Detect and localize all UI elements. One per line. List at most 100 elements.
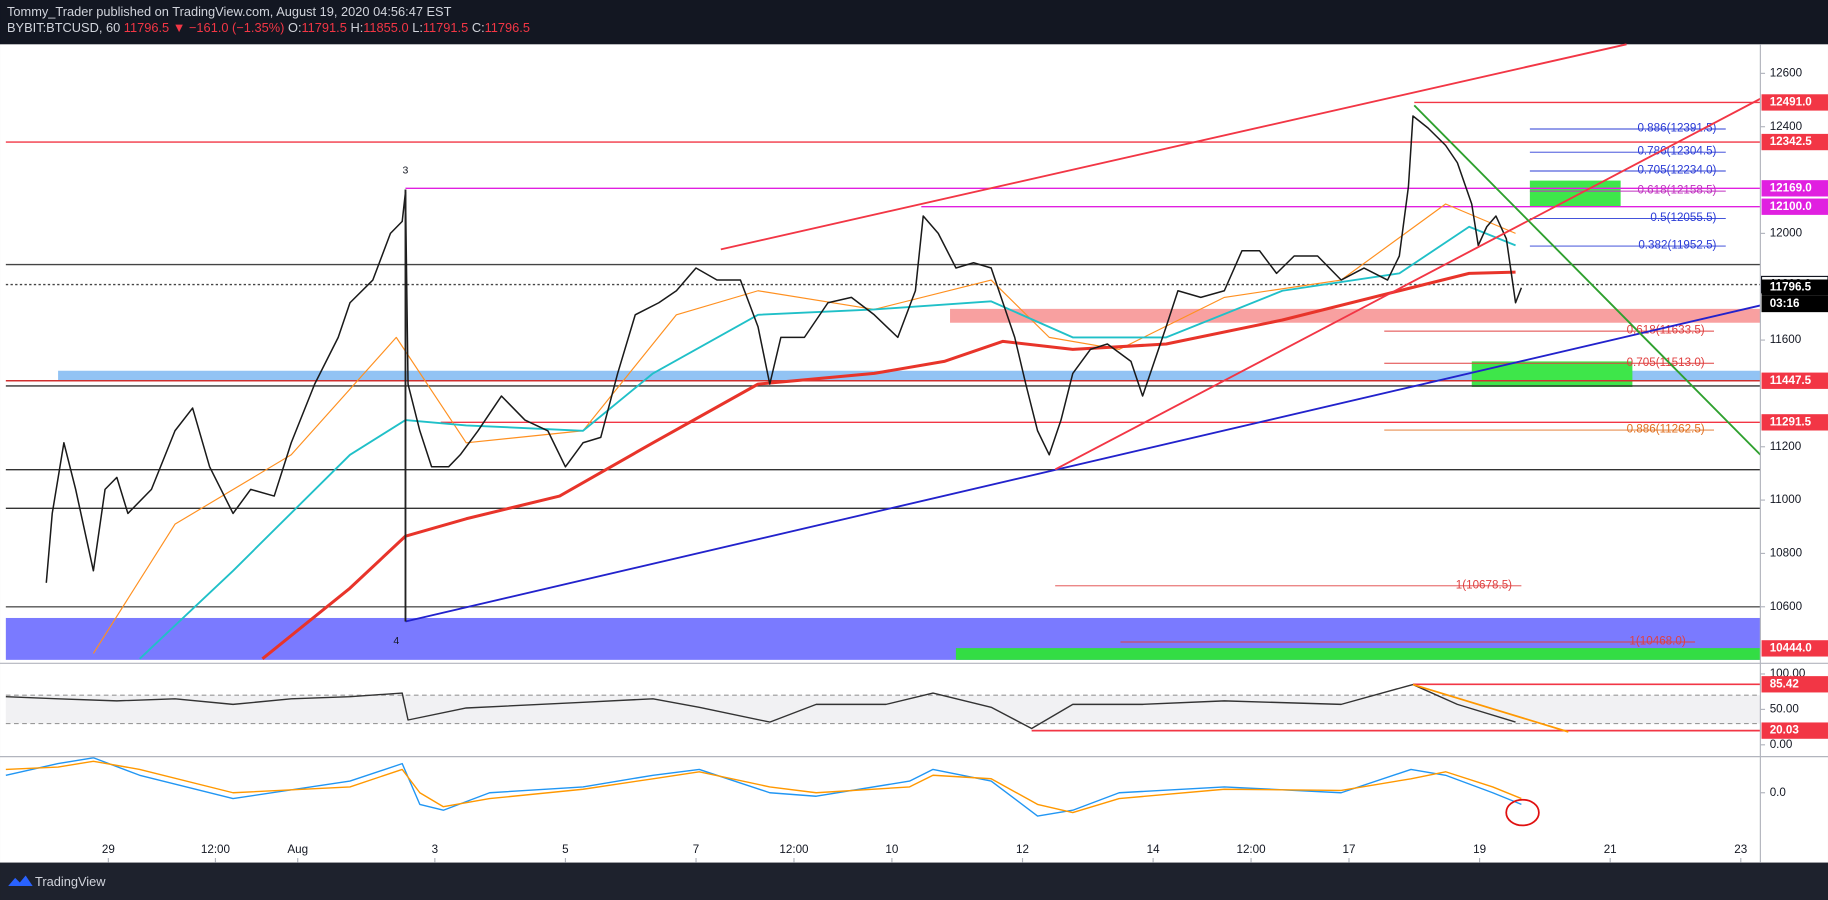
- symbol: BYBIT:BTCUSD, 60: [7, 21, 120, 36]
- symbol-line: BYBIT:BTCUSD, 60 11796.5 ▼ −161.0 (−1.35…: [7, 21, 530, 36]
- y-tick-label: 11600: [1770, 333, 1802, 346]
- price-tag-label: 11796.5: [1770, 281, 1812, 294]
- publish-line: Tommy_Trader published on TradingView.co…: [7, 4, 452, 19]
- price-tag-label: 12491.0: [1770, 96, 1812, 109]
- y-tick-label: 50.00: [1770, 702, 1800, 715]
- rsi-band: [5, 695, 1761, 724]
- price-tag-label: 12169.0: [1770, 181, 1812, 194]
- price-tag: [1761, 722, 1828, 739]
- y-tick-label: 0.00: [1770, 738, 1793, 751]
- price-tag: [1761, 198, 1828, 215]
- price-tag-label: 10444.0: [1770, 641, 1812, 654]
- change: ▼ −161.0 (−1.35%): [173, 21, 285, 36]
- macd-line: [5, 760, 1522, 814]
- price-tag-label: 11291.5: [1770, 415, 1812, 428]
- price-tag: [1761, 133, 1828, 151]
- y-tick-label: 12400: [1770, 120, 1803, 133]
- c-value: 11796.5: [485, 21, 530, 36]
- trendline: [405, 304, 1761, 623]
- price-tag: [1761, 180, 1828, 197]
- y-tick-label: 10600: [1770, 600, 1803, 613]
- x-tick-label: 3: [432, 843, 438, 856]
- annotation: 4: [393, 636, 399, 647]
- fib-label: 0.886(11262.5): [1627, 423, 1705, 436]
- l-value: 11791.5: [423, 21, 468, 36]
- logo-icon: [8, 875, 33, 887]
- price-tag-label: 20.03: [1770, 724, 1800, 737]
- logo: TradingView: [8, 874, 106, 889]
- h-label: H:: [350, 21, 363, 36]
- price-tag-label: 11447.5: [1770, 374, 1812, 387]
- x-tick-label: 5: [562, 843, 568, 856]
- y-tick-label: 11000: [1770, 493, 1802, 506]
- moving-average: [92, 203, 1516, 654]
- fib-label: 0.5(12055.5): [1650, 211, 1716, 224]
- price-tag-label: 12100.0: [1770, 200, 1812, 213]
- price-tag: [1761, 94, 1828, 111]
- zone: [950, 308, 1761, 323]
- l-label: L:: [412, 21, 423, 36]
- x-tick-label: 19: [1473, 843, 1486, 856]
- c-label: C:: [472, 21, 485, 36]
- fib-label: 0.705(11513.0): [1627, 356, 1705, 369]
- price-tag: [1761, 372, 1828, 389]
- x-tick-label: Aug: [287, 843, 308, 856]
- moving-average: [139, 225, 1516, 660]
- y-tick-label: 0.0: [1770, 786, 1787, 799]
- x-tick-label: 7: [693, 843, 699, 856]
- x-tick-label: 12: [1016, 843, 1029, 856]
- chart-layer: 0.886(12391.5)0.786(12304.5)0.705(12234.…: [5, 43, 1828, 863]
- fib-label: 0.382(11952.5): [1638, 239, 1716, 252]
- header-bar: [0, 0, 1828, 45]
- fib-label: 1(10678.5): [1456, 578, 1512, 591]
- x-tick-label: 14: [1147, 843, 1160, 856]
- moving-average: [261, 270, 1516, 660]
- chart-area: [0, 44, 1828, 863]
- y-tick-label: 12000: [1770, 226, 1803, 239]
- price-tag-label: 12342.5: [1770, 135, 1813, 148]
- x-tick-label: 12:00: [1236, 843, 1266, 856]
- fib-label: 0.786(12304.5): [1637, 145, 1716, 158]
- fib-label: 0.618(11633.5): [1627, 324, 1705, 337]
- x-tick-label: 12:00: [201, 843, 231, 856]
- fib-label: 0.705(12234.0): [1637, 163, 1716, 176]
- highlight-circle: [1505, 798, 1540, 827]
- x-tick-label: 17: [1343, 843, 1356, 856]
- zone: [955, 648, 1761, 660]
- footer-bar: [0, 862, 1828, 900]
- x-tick-label: 23: [1734, 843, 1747, 856]
- countdown-box: [1761, 295, 1828, 313]
- price-line: [45, 115, 1523, 583]
- zone: [1471, 361, 1633, 388]
- price-tag: [1761, 640, 1828, 657]
- y-tick-label: 12600: [1770, 66, 1803, 79]
- zone: [58, 370, 1761, 381]
- x-tick-label: 12:00: [779, 843, 809, 856]
- trendline: [1413, 104, 1762, 456]
- fib-label: 0.618(12158.5): [1637, 184, 1716, 197]
- rsi-line: [5, 683, 1516, 730]
- h-value: 11855.0: [363, 21, 408, 36]
- macd-line: [5, 757, 1522, 817]
- y-tick-label: 11200: [1770, 440, 1802, 453]
- o-label: O:: [288, 21, 302, 36]
- brand: TradingView: [35, 874, 106, 889]
- y-tick-label: 10800: [1770, 547, 1803, 560]
- fib-label: 1(10468.0): [1629, 634, 1685, 647]
- last-price: 11796.5: [124, 21, 169, 36]
- price-tag: [1761, 414, 1828, 431]
- zone: [1529, 180, 1621, 207]
- x-tick-label: 29: [102, 843, 115, 856]
- rsi-trendline: [1412, 683, 1569, 733]
- o-value: 11791.5: [302, 21, 347, 36]
- trendline: [720, 43, 1627, 251]
- x-tick-label: 10: [885, 843, 898, 856]
- price-tag: [1761, 676, 1828, 693]
- price-tag: [1761, 279, 1828, 296]
- price-tag-label: 85.42: [1770, 677, 1800, 690]
- annotation: 3: [403, 165, 409, 176]
- x-tick-label: 21: [1604, 843, 1617, 856]
- trendline: [1054, 97, 1761, 471]
